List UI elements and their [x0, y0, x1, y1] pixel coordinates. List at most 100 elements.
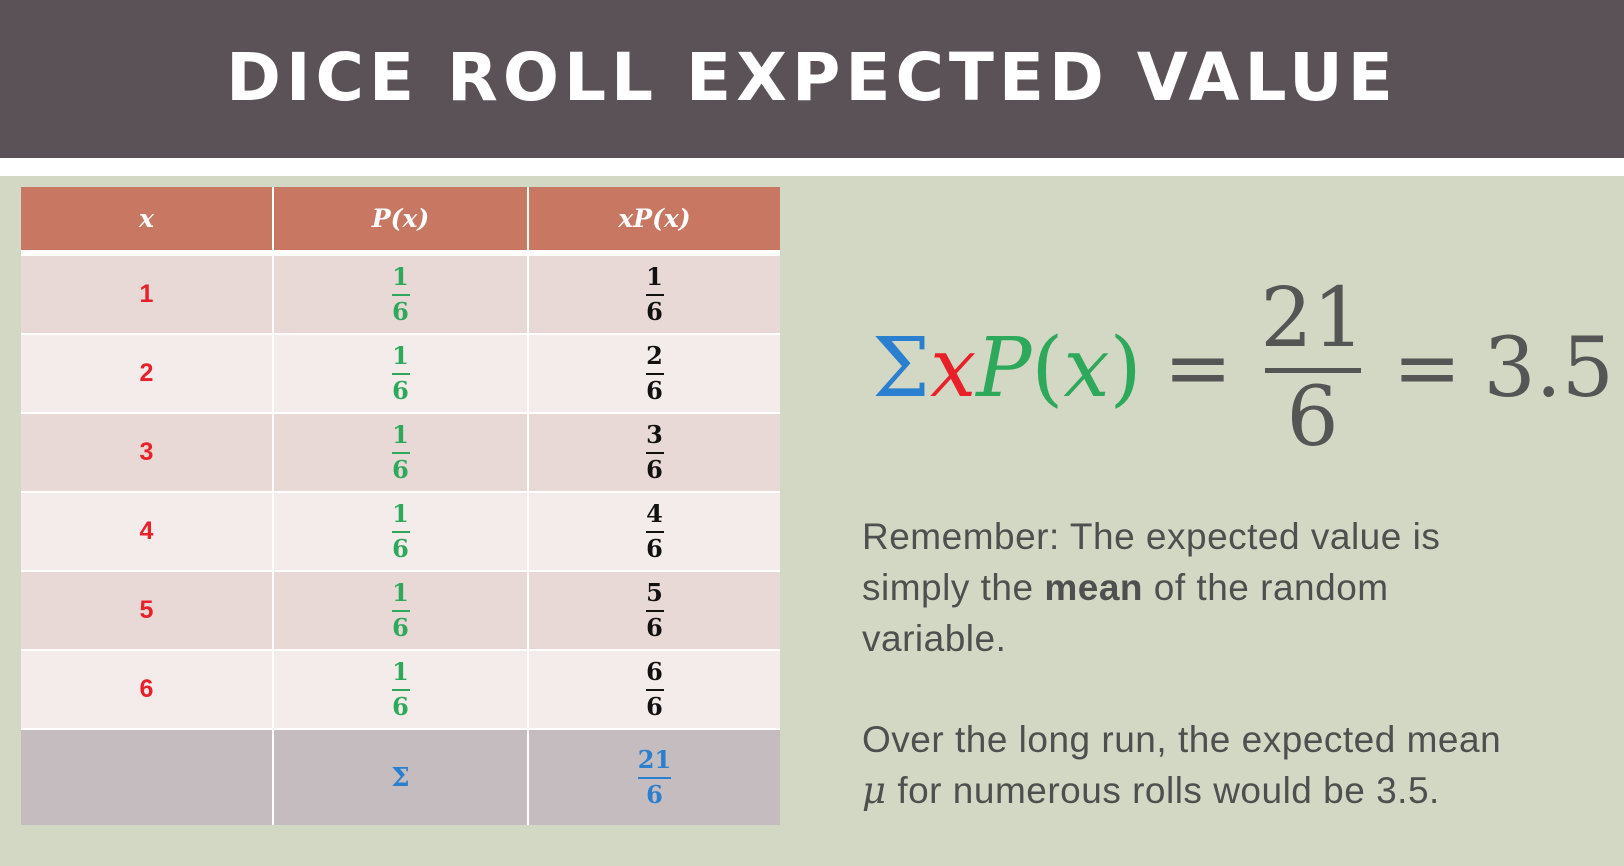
long-run-text-suffix: for numerous rolls would be 3.5.: [897, 770, 1440, 811]
fraction-numerator: 6: [646, 657, 663, 686]
remember-text-suffix: of the random variable.: [862, 567, 1389, 659]
formula-equals-2: =: [1392, 320, 1462, 416]
sum-fraction: 21 6: [637, 745, 672, 809]
header-cell-xpx: xP(x): [529, 187, 780, 250]
cell-sum-label: Σ: [274, 730, 527, 825]
header-x-label: x: [139, 204, 154, 233]
fraction-denominator: 6: [646, 534, 663, 563]
fraction-denominator: 6: [646, 613, 663, 642]
x-value: 2: [139, 359, 154, 387]
title-bar: DICE ROLL EXPECTED VALUE: [0, 0, 1624, 158]
fraction-numerator: 5: [646, 578, 663, 607]
title-divider: [0, 158, 1624, 176]
x-value: 6: [139, 675, 154, 703]
fraction-denominator: 6: [392, 613, 409, 642]
fraction-denominator: 6: [392, 376, 409, 405]
table-sum-row: Σ 21 6: [21, 730, 780, 825]
x-value: 5: [139, 596, 154, 624]
header-xpx-label: xP(x): [618, 204, 691, 233]
formula-result: 3.5: [1483, 320, 1614, 416]
mu-symbol: μ: [862, 769, 887, 812]
fraction-denominator: 6: [646, 297, 663, 326]
formula-x: x: [929, 320, 977, 416]
formula-p: P: [976, 320, 1032, 416]
fraction-denominator: 6: [392, 455, 409, 484]
cell-sum-empty: [21, 730, 272, 825]
fraction-numerator: 1: [392, 499, 409, 528]
fraction-numerator: 1: [646, 262, 663, 291]
fraction-numerator: 1: [392, 341, 409, 370]
x-value: 1: [139, 280, 154, 308]
fraction-denominator: 6: [646, 376, 663, 405]
formula-fraction-numerator: 21: [1260, 270, 1365, 366]
formula-paren-open: (: [1031, 320, 1064, 416]
cell-x: 5: [21, 572, 272, 649]
fraction-numerator: 1: [392, 262, 409, 291]
long-run-text-prefix: Over the long run, the expected mean: [862, 719, 1502, 760]
fraction-denominator: 6: [646, 692, 663, 721]
fraction-numerator: 1: [392, 578, 409, 607]
fraction-numerator: 1: [392, 657, 409, 686]
fraction-denominator: 6: [392, 692, 409, 721]
formula-sigma: Σ: [872, 320, 930, 416]
expected-value-formula: Σ x P ( x ) = 21 6 = 3.5: [872, 268, 1614, 468]
fraction-denominator: 6: [646, 455, 663, 484]
x-value: 3: [139, 438, 154, 466]
formula-fraction-denominator: 6: [1286, 369, 1339, 465]
page-title: DICE ROLL EXPECTED VALUE: [226, 38, 1398, 116]
fraction-denominator: 6: [392, 297, 409, 326]
fraction-denominator: 6: [392, 534, 409, 563]
formula-fraction: 21 6: [1260, 270, 1365, 465]
cell-x: 4: [21, 493, 272, 570]
fraction-denominator: 6: [646, 780, 663, 809]
cell-x: 1: [21, 256, 272, 333]
sigma-symbol: Σ: [391, 762, 410, 793]
fraction-numerator: 21: [637, 745, 672, 774]
header-cell-x: x: [21, 187, 272, 250]
long-run-note: Over the long run, the expected mean μ f…: [862, 714, 1562, 816]
formula-paren-x: x: [1063, 320, 1110, 416]
cell-x: 6: [21, 651, 272, 728]
fraction-numerator: 2: [646, 341, 663, 370]
header-cell-px: P(x): [274, 187, 527, 250]
remember-text-bold: mean: [1044, 567, 1143, 608]
fraction-numerator: 3: [646, 420, 663, 449]
fraction-numerator: 1: [392, 420, 409, 449]
formula-equals-1: =: [1163, 320, 1233, 416]
remember-text-prefix: Remember: The expected value is simply t…: [862, 516, 1441, 608]
table-header-row: x P(x) xP(x): [21, 187, 780, 250]
cell-x: 2: [21, 335, 272, 412]
header-px-label: P(x): [371, 204, 430, 233]
formula-paren-close: ): [1109, 320, 1142, 416]
remember-note: Remember: The expected value is simply t…: [862, 511, 1502, 664]
